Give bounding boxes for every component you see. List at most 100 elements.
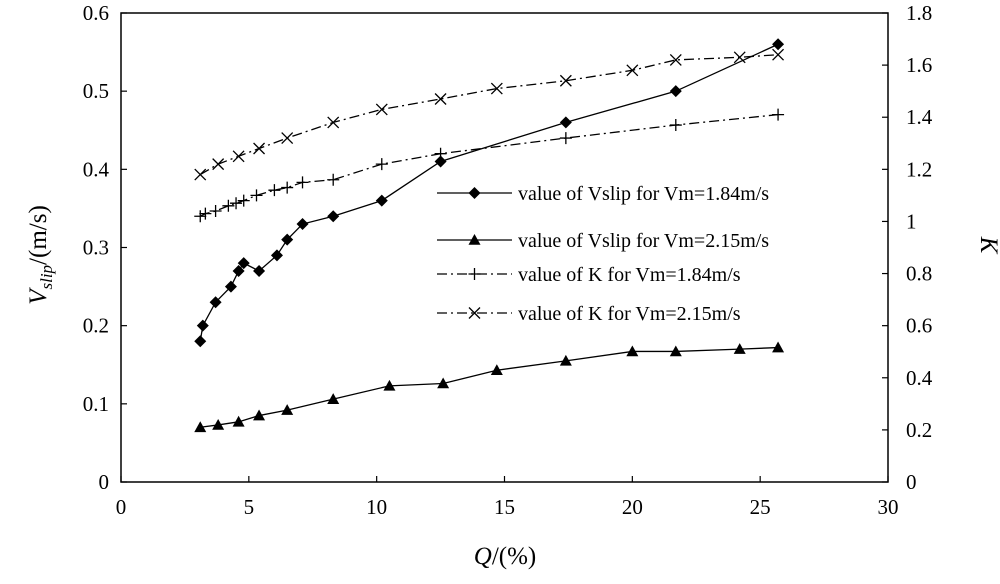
y-axis-right-title: K — [975, 236, 1000, 255]
y-right-tick-label: 0.2 — [906, 418, 932, 442]
data-point — [194, 421, 207, 433]
x-axis-symbol: Q — [474, 543, 492, 570]
data-point — [669, 85, 682, 98]
data-point — [327, 173, 340, 186]
data-point — [327, 393, 340, 404]
data-point — [490, 364, 503, 376]
data-point — [669, 119, 682, 132]
data-point — [209, 296, 222, 309]
series-1 — [194, 38, 785, 348]
y-right-symbol: K — [975, 236, 1000, 255]
legend-marker — [468, 307, 481, 319]
data-point — [669, 345, 682, 357]
y-right-tick-label: 0.8 — [906, 262, 932, 286]
data-point — [281, 404, 294, 415]
data-point — [194, 168, 207, 181]
data-point — [375, 194, 388, 207]
data-point — [772, 48, 785, 61]
data-point — [383, 379, 396, 391]
y-right-tick-label: 0.6 — [906, 314, 932, 338]
data-point — [253, 264, 266, 277]
y-right-tick-label: 1 — [906, 209, 917, 233]
y-left-tick-label: 0 — [99, 470, 110, 494]
data-point — [230, 197, 243, 210]
y-right-tick-label: 1.4 — [906, 105, 933, 129]
legend-marker — [468, 234, 481, 245]
series-line — [199, 54, 779, 176]
data-point — [253, 142, 266, 155]
data-point — [237, 194, 250, 207]
y-left-tick-label: 0.1 — [83, 392, 109, 416]
data-point — [626, 345, 639, 357]
x-tick-label: 25 — [750, 495, 771, 519]
data-point — [281, 181, 294, 194]
y-right-tick-label: 0.4 — [906, 366, 933, 390]
data-point — [490, 82, 503, 95]
y-left-tick-label: 0.2 — [83, 314, 109, 338]
data-point — [250, 189, 263, 202]
series-line — [199, 113, 779, 217]
data-point — [281, 233, 294, 246]
data-point — [237, 257, 250, 270]
x-axis-unit: /(%) — [492, 543, 536, 570]
y-left-unit: /(m/s) — [25, 205, 52, 265]
x-tick-label: 10 — [366, 495, 387, 519]
data-point — [296, 176, 309, 189]
legend-label: value of K for Vm=1.84m/s — [518, 264, 741, 286]
y-left-subscript: slip — [37, 265, 56, 290]
data-point — [209, 205, 222, 218]
axis-labels: Q/(%) Vslip/(m/s) K — [25, 205, 1000, 570]
y-left-tick-label: 0.3 — [83, 236, 109, 260]
data-point — [222, 199, 235, 212]
data-point — [224, 280, 237, 293]
axes-layer: 0 5 10 15 20 25 30 0 0.1 0.2 0.3 0.4 0.5 0.6 0 0.2 0.4 0.… — [83, 1, 933, 519]
series-line — [199, 43, 779, 342]
legend-marker — [468, 268, 481, 280]
data-point — [434, 155, 447, 168]
data-point — [559, 74, 572, 87]
y-right-tick-label: 1.2 — [906, 157, 932, 181]
y-right-tick-label: 1.6 — [906, 53, 932, 77]
data-point — [194, 335, 207, 348]
data-point — [772, 341, 785, 353]
series-4 — [194, 48, 785, 181]
y-left-symbol: V — [25, 287, 52, 305]
data-point — [626, 64, 639, 77]
series-layer — [194, 38, 785, 433]
legend-label: value of Vslip for Vm=2.15m/s — [518, 230, 769, 252]
data-point — [559, 132, 572, 145]
data-point — [194, 210, 207, 223]
data-point — [268, 184, 281, 197]
data-point — [772, 108, 785, 121]
y-axis-left-title: Vslip/(m/s) — [25, 205, 56, 305]
data-point — [232, 150, 245, 163]
series-line — [200, 346, 779, 428]
data-point — [437, 377, 450, 389]
y-left-tick-label: 0.6 — [83, 1, 109, 25]
data-point — [375, 158, 388, 171]
data-point — [772, 38, 785, 51]
data-point — [253, 409, 266, 421]
series-2 — [194, 341, 785, 433]
data-point — [212, 158, 225, 171]
series-3 — [194, 108, 785, 223]
data-point — [669, 53, 682, 66]
data-point — [232, 264, 245, 277]
data-point — [199, 207, 212, 220]
data-point — [559, 354, 572, 366]
data-point — [270, 249, 283, 262]
x-tick-label: 5 — [244, 495, 255, 519]
x-tick-label: 0 — [116, 495, 127, 519]
x-axis-title: Q/(%) — [474, 543, 536, 570]
data-point — [733, 343, 746, 354]
data-point — [296, 218, 309, 231]
data-point — [196, 319, 209, 332]
data-point — [434, 93, 447, 105]
legend-label: value of Vslip for Vm=1.84m/s — [518, 183, 769, 205]
data-point — [327, 116, 340, 129]
x-tick-label: 20 — [622, 495, 643, 519]
y-left-tick-label: 0.4 — [83, 157, 110, 181]
plot-frame — [120, 12, 889, 483]
y-left-tick-label: 0.5 — [83, 79, 109, 103]
